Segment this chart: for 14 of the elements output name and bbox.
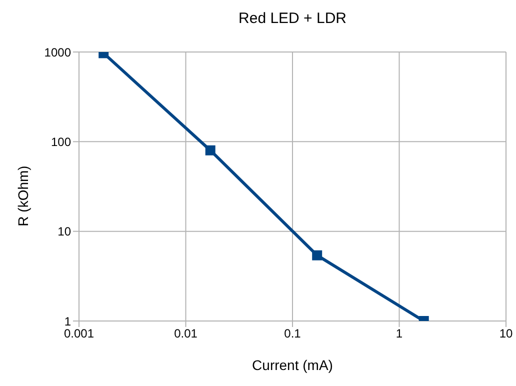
y-tick-label: 10 <box>58 224 72 239</box>
y-axis-title: R (kOhm) <box>15 164 31 228</box>
x-tick-label: 1 <box>396 326 403 341</box>
y-tick-label: 1 <box>64 314 72 328</box>
x-tick-label: 0.001 <box>64 326 94 341</box>
y-tick-label: 1000 <box>44 45 72 60</box>
chart-title: Red LED + LDR <box>238 10 348 27</box>
x-tick-label: 0.01 <box>174 326 198 341</box>
y-tick-label: 100 <box>50 134 72 149</box>
point <box>312 250 322 260</box>
x-tick-label: 10 <box>499 326 513 341</box>
x-tick-label: 0.1 <box>284 326 302 341</box>
x-axis-title: Current (mA) <box>251 357 334 373</box>
point <box>205 145 216 156</box>
